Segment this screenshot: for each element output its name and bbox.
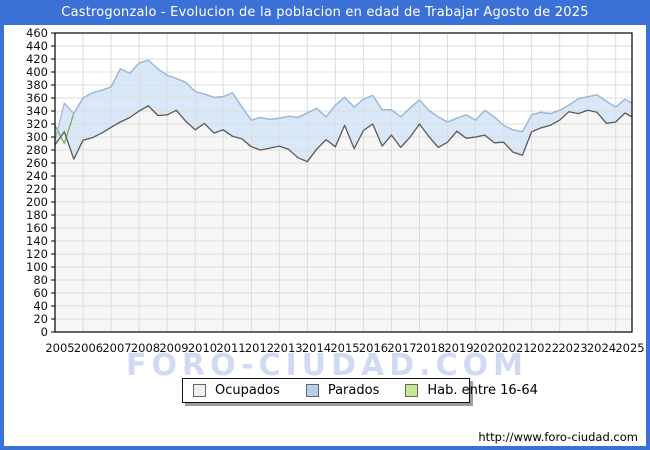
y-tick-label: 20 bbox=[33, 312, 48, 326]
page-title: Castrogonzalo - Evolucion de la poblacio… bbox=[61, 5, 589, 20]
y-tick-label: 380 bbox=[26, 78, 48, 92]
y-tick-label: 240 bbox=[26, 169, 48, 183]
line-stack-top bbox=[54, 59, 633, 141]
legend-swatch-ocupados-icon bbox=[193, 384, 206, 397]
x-tick-label: 2025 bbox=[615, 341, 644, 355]
y-tick-label: 300 bbox=[26, 130, 48, 144]
x-tick-label: 2014 bbox=[302, 341, 331, 355]
y-tick-label: 60 bbox=[33, 286, 48, 300]
watermark: FORO-CIUDAD.COM bbox=[126, 348, 528, 383]
y-tick-label: 460 bbox=[26, 26, 48, 40]
x-tick-label: 2011 bbox=[216, 341, 245, 355]
y-tick-label: 80 bbox=[33, 273, 48, 287]
y-tick-label: 160 bbox=[26, 221, 48, 235]
x-tick-label: 2016 bbox=[359, 341, 388, 355]
y-tick-label: 180 bbox=[26, 208, 48, 222]
y-tick-label: 40 bbox=[33, 299, 48, 313]
legend-item-parados: Parados bbox=[305, 383, 380, 398]
x-tick-label: 2018 bbox=[416, 341, 445, 355]
x-tick-label: 2012 bbox=[245, 341, 274, 355]
y-tick-label: 280 bbox=[26, 143, 48, 157]
x-tick-label: 2024 bbox=[587, 341, 616, 355]
legend-label-hab-16-64: Hab. entre 16-64 bbox=[427, 383, 538, 398]
title-bar: Castrogonzalo - Evolucion de la poblacio… bbox=[0, 0, 650, 25]
legend-swatch-hab-16-64-icon bbox=[405, 384, 419, 397]
footer-url[interactable]: http://www.foro-ciudad.com bbox=[478, 430, 638, 444]
area-bottom bbox=[55, 105, 632, 332]
x-tick-label: 2017 bbox=[387, 341, 416, 355]
x-tick-label: 2019 bbox=[444, 341, 473, 355]
legend-label-parados: Parados bbox=[327, 383, 380, 398]
y-tick-label: 360 bbox=[26, 91, 48, 105]
x-tick-label: 2015 bbox=[330, 341, 359, 355]
y-tick-label: 400 bbox=[26, 65, 48, 79]
x-tick-label: 2020 bbox=[473, 341, 502, 355]
line-bottom bbox=[54, 105, 633, 163]
y-tick-label: 220 bbox=[26, 182, 48, 196]
y-tick-label: 100 bbox=[26, 260, 48, 274]
y-tick-label: 440 bbox=[26, 39, 48, 53]
y-tick-label: 200 bbox=[26, 195, 48, 209]
legend-swatch-parados-icon bbox=[305, 384, 319, 397]
x-tick-label: 2005 bbox=[45, 341, 74, 355]
legend-item-hab-16-64: Hab. entre 16-64 bbox=[405, 383, 538, 398]
x-tick-label: 2013 bbox=[273, 341, 302, 355]
x-tick-label: 2023 bbox=[558, 341, 587, 355]
x-tick-label: 2009 bbox=[159, 341, 188, 355]
y-tick-label: 0 bbox=[41, 325, 48, 339]
y-tick-label: 340 bbox=[26, 104, 48, 118]
legend-item-ocupados: Ocupados bbox=[193, 383, 280, 398]
x-tick-label: 2008 bbox=[131, 341, 160, 355]
legend-label-ocupados: Ocupados bbox=[215, 383, 280, 398]
y-tick-label: 120 bbox=[26, 247, 48, 261]
y-tick-label: 420 bbox=[26, 52, 48, 66]
y-tick-label: 260 bbox=[26, 156, 48, 170]
x-tick-label: 2021 bbox=[501, 341, 530, 355]
y-tick-label: 320 bbox=[26, 117, 48, 131]
x-tick-label: 2010 bbox=[188, 341, 217, 355]
chart-legend: Ocupados Parados Hab. entre 16-64 bbox=[182, 378, 538, 403]
x-tick-label: 2022 bbox=[530, 341, 559, 355]
plot-border bbox=[54, 32, 633, 333]
x-tick-label: 2006 bbox=[74, 341, 103, 355]
x-tick-label: 2007 bbox=[102, 341, 131, 355]
y-tick-label: 140 bbox=[26, 234, 48, 248]
